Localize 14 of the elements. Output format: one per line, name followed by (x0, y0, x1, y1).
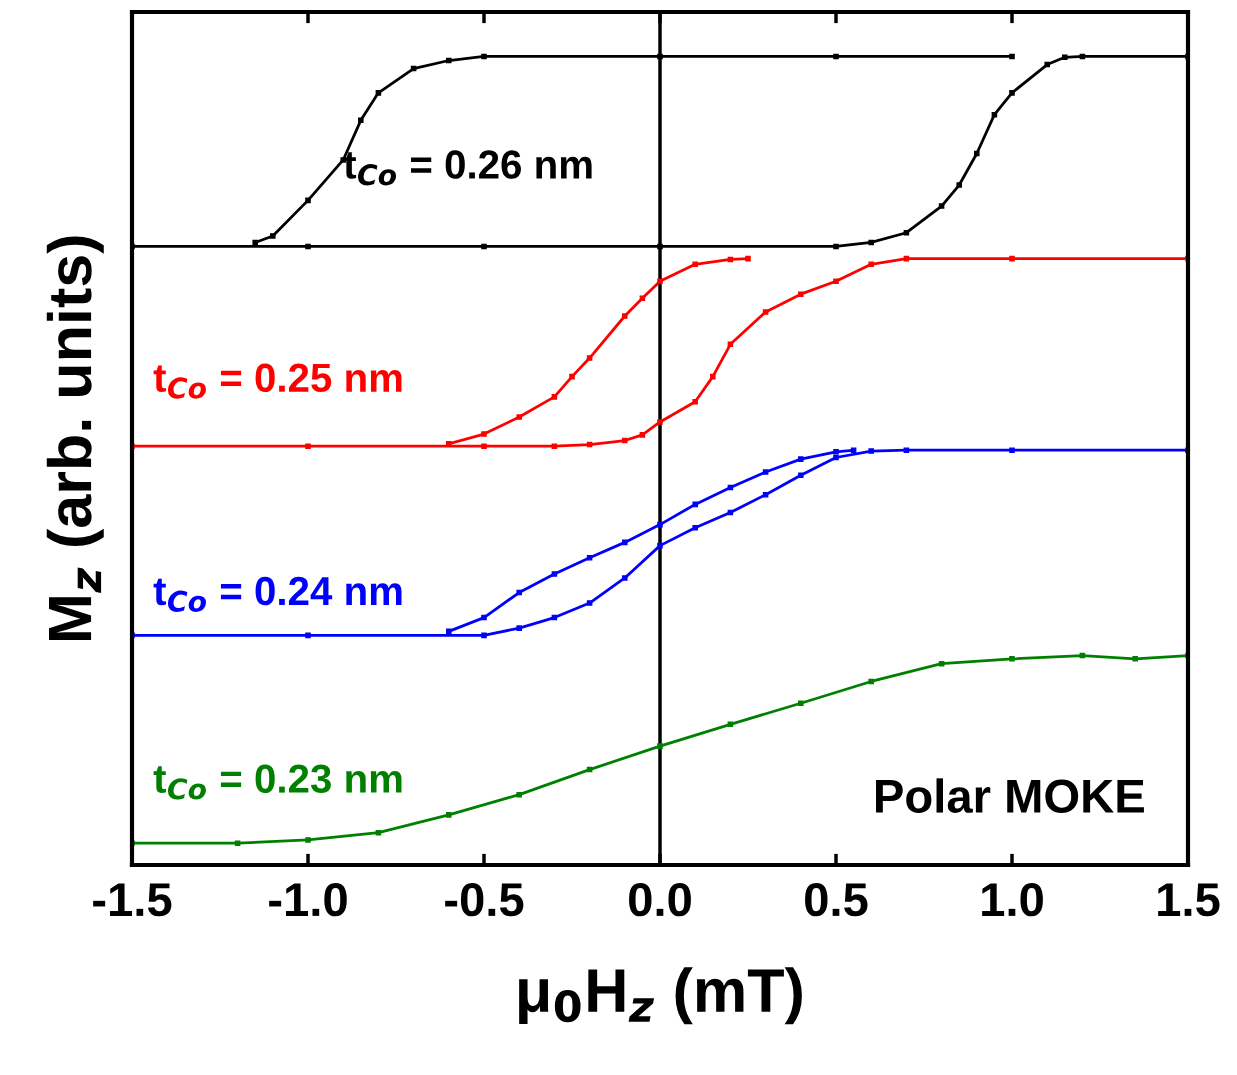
x-tick-label: -0.5 (445, 882, 524, 917)
series-label: t$_{Co}$ = 0.25 nm (153, 363, 402, 399)
x-axis-title: μ$_{0}$H$_{z}$ (mT) (519, 967, 802, 1025)
x-tick-label: -1.0 (269, 882, 347, 917)
x-tick-label: 0.0 (629, 882, 691, 917)
y-axis-title: M$_{z}$ (arb. units) (46, 236, 104, 641)
x-tick-label: 0.5 (805, 882, 868, 917)
series-label: t$_{Co}$ = 0.24 nm (153, 576, 402, 612)
series-label: t$_{Co}$ = 0.26 nm (343, 150, 592, 186)
x-tick-label: 1.0 (982, 882, 1043, 917)
series-label: t$_{Co}$ = 0.23 nm (153, 764, 402, 800)
x-tick-label: 1.5 (1158, 883, 1220, 917)
x-tick-label: -1.5 (93, 883, 172, 917)
annotation: Polar MOKE (876, 778, 1144, 814)
